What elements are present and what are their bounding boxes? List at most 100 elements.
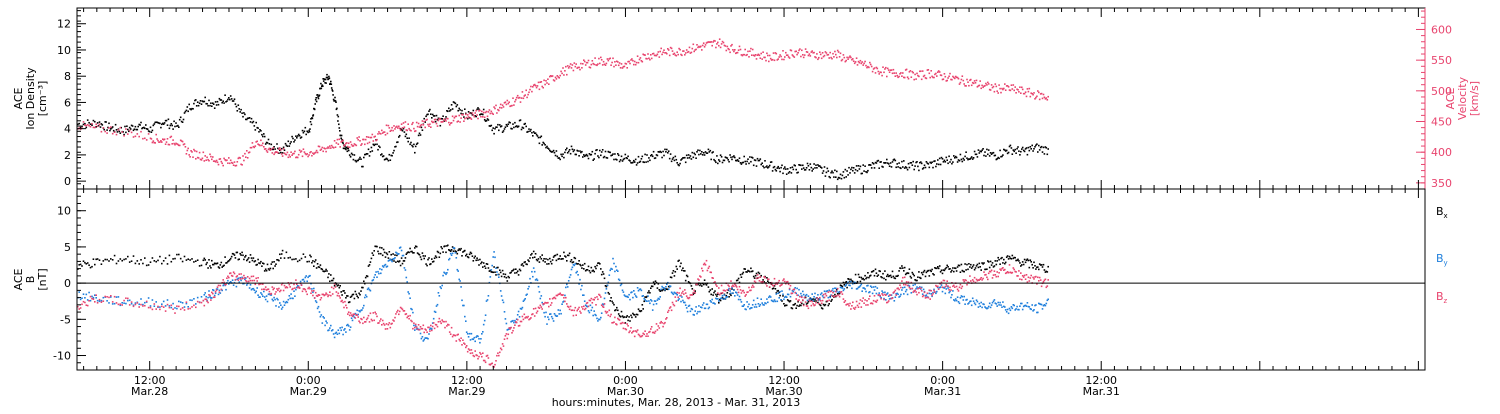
data-point <box>577 308 579 310</box>
data-point <box>86 304 88 306</box>
data-point <box>193 298 195 300</box>
data-point <box>195 260 197 262</box>
data-point <box>415 130 417 132</box>
data-point <box>626 323 628 325</box>
data-point <box>513 327 515 329</box>
data-point <box>952 290 954 292</box>
data-point <box>129 130 131 132</box>
data-point <box>800 305 802 307</box>
data-point <box>999 88 1001 90</box>
data-point <box>475 116 477 118</box>
data-point <box>633 290 635 292</box>
data-point <box>106 259 108 261</box>
data-point <box>599 63 601 65</box>
data-point <box>659 51 661 53</box>
data-point <box>379 268 381 270</box>
data-point <box>700 46 702 48</box>
data-point <box>931 161 933 163</box>
data-point <box>649 331 651 333</box>
data-point <box>301 284 303 286</box>
data-point <box>392 130 394 132</box>
data-point <box>1039 277 1041 279</box>
data-point <box>87 305 89 307</box>
data-point <box>830 291 832 293</box>
data-point <box>318 98 320 100</box>
data-point <box>816 53 818 55</box>
data-point <box>390 254 392 256</box>
data-point <box>455 103 457 105</box>
data-point <box>403 255 405 257</box>
data-point <box>1036 96 1038 98</box>
data-point <box>676 292 678 294</box>
data-point <box>821 58 823 60</box>
data-point <box>944 270 946 272</box>
data-point <box>106 296 108 298</box>
data-point <box>460 117 462 119</box>
data-point <box>804 297 806 299</box>
data-point <box>1031 145 1033 147</box>
data-point <box>596 296 598 298</box>
data-point <box>830 172 832 174</box>
data-point <box>449 124 451 126</box>
data-point <box>496 355 498 357</box>
data-point <box>1047 285 1049 287</box>
data-point <box>674 305 676 307</box>
data-point <box>393 260 395 262</box>
data-point <box>827 168 829 170</box>
data-point <box>438 120 440 122</box>
data-point <box>1043 94 1045 96</box>
data-point <box>929 293 931 295</box>
data-point <box>828 291 830 293</box>
data-point <box>861 284 863 286</box>
data-point <box>125 297 127 299</box>
data-point <box>773 285 775 287</box>
data-point <box>399 135 401 137</box>
data-point <box>317 295 319 297</box>
data-point <box>439 256 441 258</box>
data-point <box>564 70 566 72</box>
data-point <box>243 275 245 277</box>
data-point <box>979 152 981 154</box>
data-point <box>727 289 729 291</box>
data-point <box>166 141 168 143</box>
data-point <box>810 55 812 57</box>
data-point <box>459 280 461 282</box>
data-point <box>233 284 235 286</box>
data-point <box>870 275 872 277</box>
data-point <box>164 139 166 141</box>
data-point <box>609 316 611 318</box>
data-point <box>127 129 129 131</box>
data-point <box>950 271 952 273</box>
data-point <box>729 154 731 156</box>
data-point <box>501 107 503 109</box>
data-point <box>987 279 989 281</box>
data-point <box>626 63 628 65</box>
data-point <box>903 160 905 162</box>
data-point <box>348 311 350 313</box>
data-point <box>628 316 630 318</box>
data-point <box>889 71 891 73</box>
data-point <box>1033 92 1035 94</box>
data-point <box>946 267 948 269</box>
data-point <box>468 111 470 113</box>
data-point <box>959 287 961 289</box>
data-point <box>215 101 217 103</box>
data-point <box>142 138 144 140</box>
data-point <box>573 70 575 72</box>
data-point <box>535 253 537 255</box>
data-point <box>315 292 317 294</box>
data-point <box>341 300 343 302</box>
data-point <box>875 286 877 288</box>
data-point <box>763 304 765 306</box>
data-point <box>180 301 182 303</box>
data-point <box>585 64 587 66</box>
data-point <box>990 89 992 91</box>
data-point <box>157 140 159 142</box>
data-point <box>353 159 355 161</box>
data-point <box>656 323 658 325</box>
data-point <box>966 284 968 286</box>
data-point <box>921 79 923 81</box>
data-point <box>189 299 191 301</box>
data-point <box>635 316 637 318</box>
data-point <box>1030 277 1032 279</box>
